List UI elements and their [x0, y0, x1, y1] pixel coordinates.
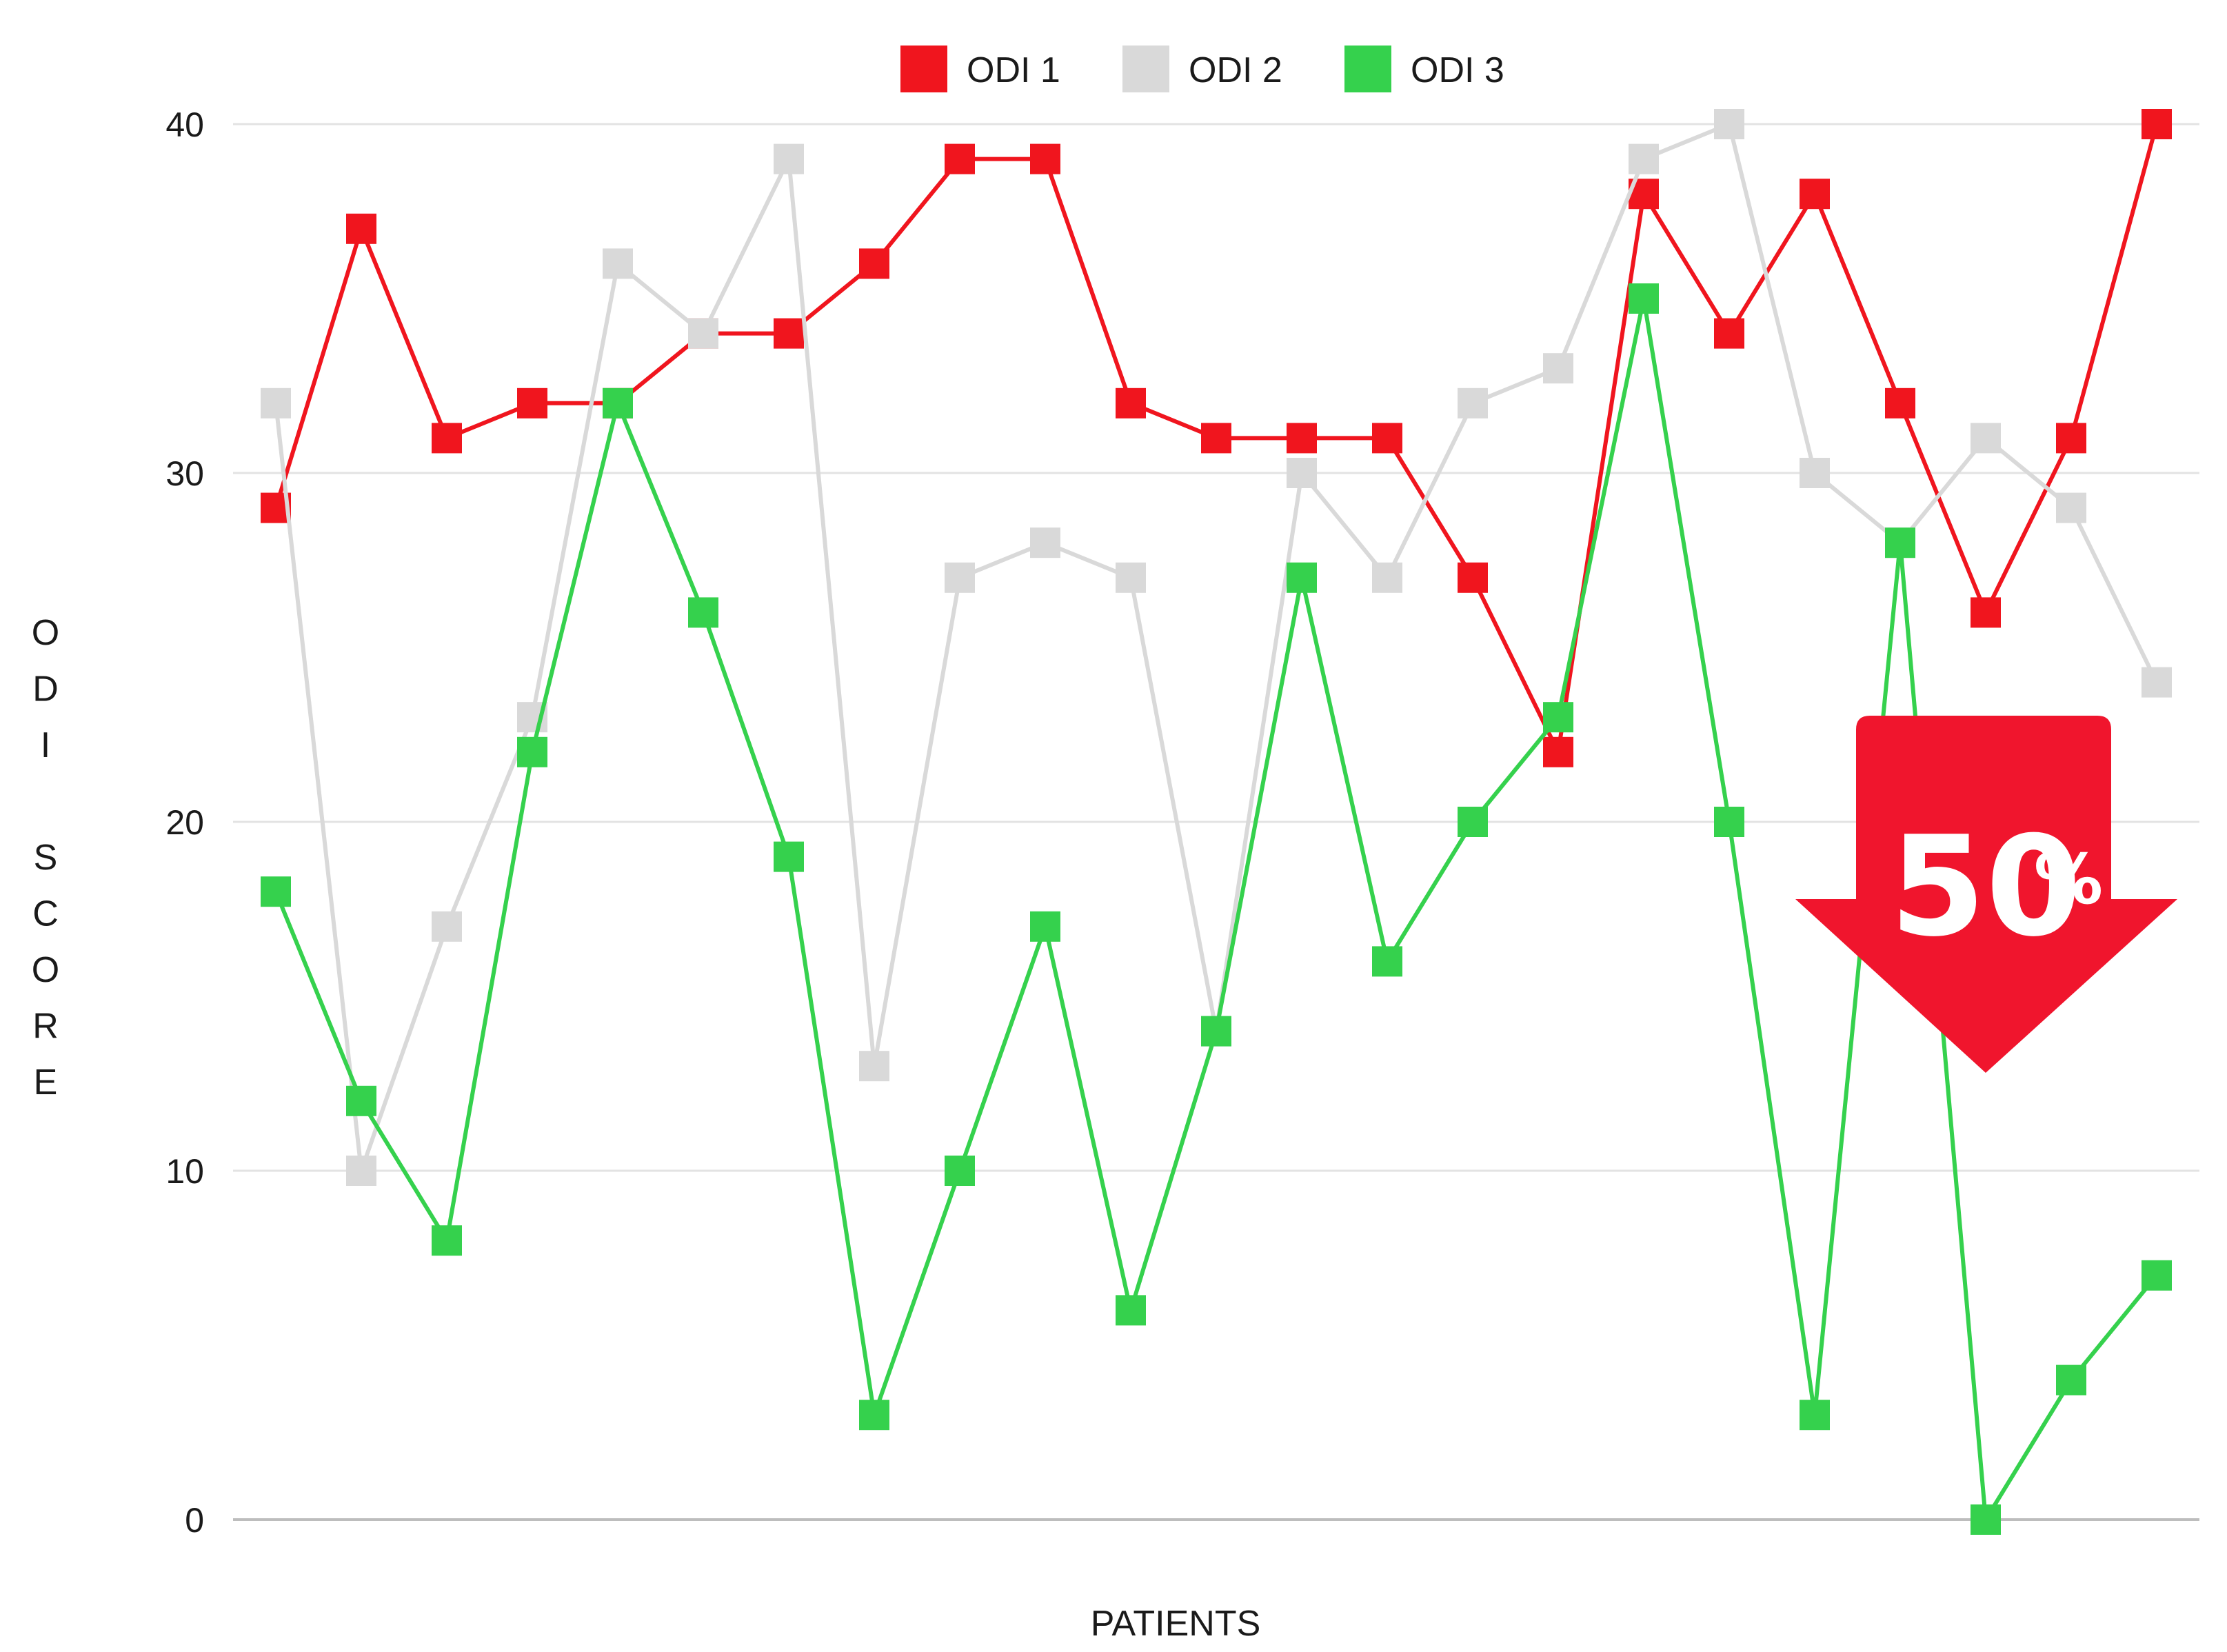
series-1-point [517, 387, 547, 419]
series-3-point [1116, 1295, 1146, 1326]
y-axis-title-letter: R [32, 1007, 59, 1047]
series-2-point [688, 318, 718, 349]
series-3-point [1458, 807, 1488, 837]
y-axis-ticks: 0 10 20 30 40 [165, 105, 204, 1540]
y-axis-title-letter: O [32, 613, 59, 653]
series-1-point [1287, 423, 1317, 454]
series-1-point [2056, 423, 2086, 454]
series-1-point [346, 213, 376, 244]
series-2-point [859, 1051, 889, 1082]
series-lines [261, 109, 2172, 1535]
legend-swatch [900, 46, 947, 92]
y-axis-title-letter: E [34, 1062, 58, 1102]
series-2-point [432, 911, 462, 942]
series-3-point [945, 1156, 975, 1186]
legend: ODI 1 ODI 2 ODI 3 [900, 46, 1504, 92]
series-2-point [346, 1156, 376, 1186]
series-1-point [432, 423, 462, 454]
series-3-point [2056, 1364, 2086, 1396]
series-2-point [261, 387, 291, 419]
series-2-point [2056, 492, 2086, 523]
y-tick-label: 0 [185, 1501, 204, 1540]
series-1-point [1201, 423, 1231, 454]
series-1-point [1116, 387, 1146, 419]
legend-label: ODI 1 [967, 50, 1060, 90]
series-3-point [859, 1400, 889, 1431]
series-1-point [1458, 562, 1488, 593]
series-3-point [1543, 702, 1573, 733]
series-2-point [945, 562, 975, 593]
series-1 [261, 109, 2172, 767]
y-tick-label: 40 [165, 105, 204, 144]
series-2-point [1458, 387, 1488, 419]
x-axis-title: PATIENTS [1091, 1604, 1261, 1644]
y-axis-title-letter: I [41, 725, 50, 765]
series-2-point [1116, 562, 1146, 593]
series-3-point [1714, 807, 1744, 837]
series-1-point [945, 143, 975, 174]
series-3-point [432, 1225, 462, 1256]
series-3-point [517, 736, 547, 767]
y-axis-title-letter: C [32, 894, 59, 934]
series-3-point [346, 1085, 376, 1116]
series-3-point [1287, 562, 1317, 593]
series-2-point [1800, 458, 1830, 488]
y-axis-title-letter: S [34, 838, 58, 878]
series-3-point [688, 597, 718, 628]
series-2-point [1971, 423, 2001, 454]
series-3-point [1885, 527, 1915, 558]
series-2-point [1030, 527, 1060, 558]
series-2-point [2142, 667, 2172, 698]
series-3-point [1030, 911, 1060, 942]
series-1-point [1800, 179, 1830, 210]
series-3-point [261, 876, 291, 907]
legend-label: ODI 3 [1411, 50, 1504, 90]
legend-swatch [1122, 46, 1169, 92]
series-3-point [1800, 1400, 1830, 1431]
gridlines [233, 123, 2199, 1521]
series-1-point [1971, 597, 2001, 628]
series-3-point [1971, 1504, 2001, 1535]
series-2-point [603, 248, 633, 279]
y-axis-title-letter: O [32, 950, 59, 990]
series-3-point [774, 841, 804, 872]
legend-label: ODI 2 [1189, 50, 1282, 90]
series-3-point [1372, 946, 1402, 977]
series-2-point [1714, 109, 1744, 139]
legend-swatch [1344, 46, 1391, 92]
series-1-point [1885, 387, 1915, 419]
y-tick-label: 10 [165, 1152, 204, 1191]
series-2-point [774, 143, 804, 174]
series-3-point [603, 387, 633, 419]
series-2-point [1287, 458, 1317, 488]
y-tick-label: 20 [165, 803, 204, 842]
series-1-point [2142, 109, 2172, 139]
down-arrow-icon [1795, 716, 2177, 1073]
series-1-point [1030, 143, 1060, 174]
series-2-point [1629, 143, 1659, 174]
series-1-point [1714, 318, 1744, 349]
percent-down-arrow-badge: 50 % [1795, 716, 2177, 1073]
badge-percent-sign: % [2034, 839, 2103, 920]
series-1-point [1543, 736, 1573, 767]
series-1-point [774, 318, 804, 349]
series-3-point [1629, 283, 1659, 314]
series-2-point [1372, 562, 1402, 593]
y-axis-title-letter: D [32, 669, 59, 709]
badge-number: 50 [1890, 807, 2082, 967]
series-1-point [1372, 423, 1402, 454]
series-1-point [859, 248, 889, 279]
y-tick-label: 30 [165, 454, 204, 493]
series-2 [261, 109, 2172, 1186]
series-3 [261, 283, 2172, 1535]
series-2-point [1543, 353, 1573, 384]
series-3-point [1201, 1016, 1231, 1047]
series-3-point [2142, 1260, 2172, 1291]
